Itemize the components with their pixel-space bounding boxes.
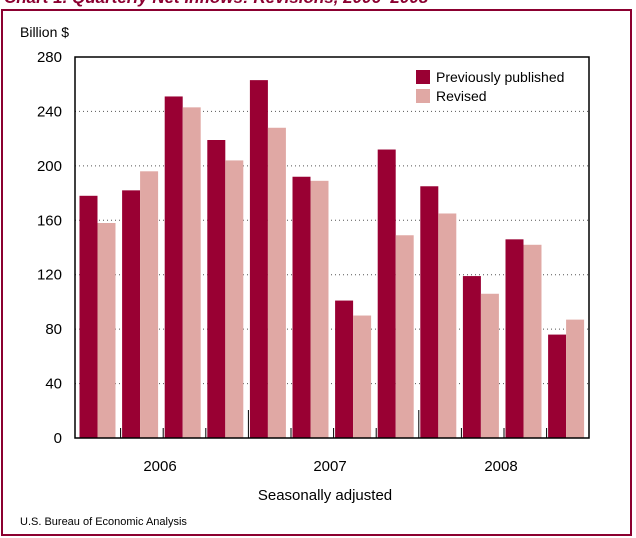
bar-previously-published (505, 239, 524, 438)
bar-previously-published (79, 195, 98, 438)
bar-previously-published (377, 149, 396, 438)
source-note: U.S. Bureau of Economic Analysis (20, 516, 187, 528)
y-tick-label: 40 (45, 376, 62, 393)
x-axis-label: Seasonally adjusted (257, 487, 393, 504)
chart-title-band: Chart 1. Quarterly Net Inflows: Revision… (0, 0, 636, 9)
bar-revised (182, 107, 201, 438)
bar-revised (395, 235, 414, 438)
y-tick-label: 120 (37, 267, 62, 284)
y-tick-label: 80 (45, 321, 62, 338)
bar-revised (225, 160, 244, 438)
bar-previously-published (462, 276, 481, 438)
bar-previously-published (420, 186, 439, 438)
plot-area (75, 57, 589, 438)
bar-revised (310, 180, 329, 438)
y-tick-label: 160 (37, 212, 62, 229)
legend-swatch (416, 89, 430, 103)
bar-previously-published (207, 140, 226, 438)
bar-previously-published (249, 80, 268, 438)
bar-previously-published (122, 190, 141, 438)
bar-revised (566, 319, 585, 438)
plot-border (74, 56, 590, 439)
bar-revised (97, 223, 116, 438)
y-tick-label: 200 (37, 158, 62, 175)
legend-label: Revised (436, 88, 487, 104)
bar-revised (480, 293, 499, 438)
bar-revised (438, 213, 457, 438)
bar-revised (353, 315, 372, 438)
period-label-2007: 2007 (313, 458, 347, 475)
y-tick-label: 240 (37, 103, 62, 120)
y-tick-label: 280 (37, 49, 62, 66)
bar-revised (140, 171, 159, 439)
bar-previously-published (548, 334, 567, 438)
y-axis-label: Billion $ (20, 24, 70, 40)
bar-previously-published (335, 300, 354, 438)
legend-swatch (416, 70, 430, 84)
bar-previously-published (292, 176, 311, 438)
legend-label: Previously published (436, 69, 564, 85)
y-tick-label: 0 (54, 430, 62, 447)
bar-revised (523, 244, 542, 438)
bar-revised (267, 127, 286, 438)
bar-previously-published (164, 96, 183, 438)
chart-title: Chart 1. Quarterly Net Inflows: Revision… (4, 0, 428, 8)
period-label-2006: 2006 (143, 458, 177, 475)
period-label-2008: 2008 (484, 458, 518, 475)
